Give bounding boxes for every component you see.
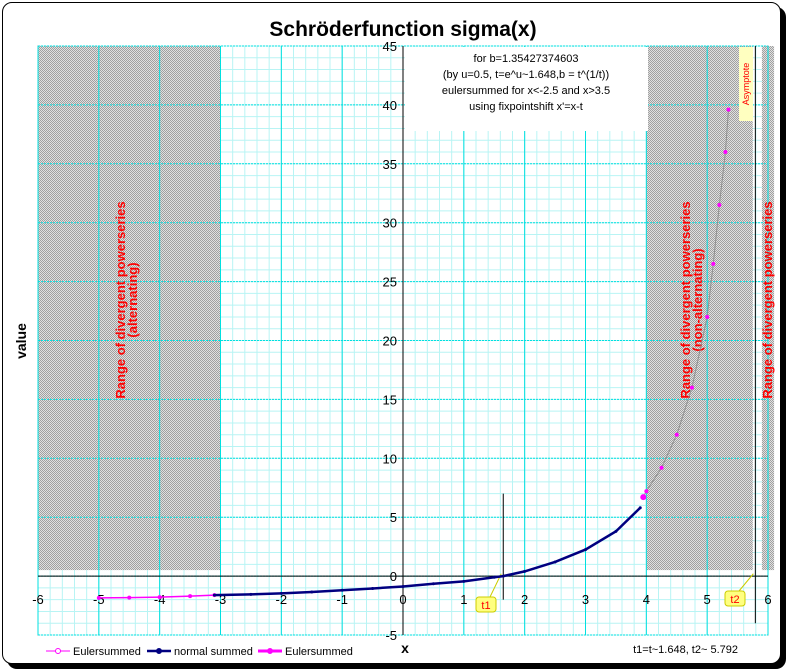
annotation-box — [405, 47, 648, 131]
data-point — [340, 588, 344, 592]
annotation-line: eulersummed for x<-2.5 and x>3.5 — [442, 85, 610, 97]
data-point — [212, 593, 216, 597]
y-tick-label: 15 — [383, 392, 397, 407]
asymptote-callout — [739, 47, 753, 121]
data-point — [157, 595, 162, 600]
x-tick-label: -3 — [215, 592, 227, 607]
data-point — [723, 150, 728, 155]
y-tick-label: -5 — [385, 628, 397, 643]
data-point — [717, 203, 722, 208]
t2-label: t2 — [730, 594, 739, 606]
divergent-range-shade — [38, 46, 221, 571]
x-axis-label: x — [401, 640, 409, 656]
x-tick-label: 2 — [521, 592, 528, 607]
data-point — [711, 261, 716, 266]
data-point — [614, 529, 618, 533]
x-tick-label: 6 — [764, 592, 771, 607]
legend-marker — [156, 648, 162, 654]
data-point — [674, 432, 679, 437]
data-point — [188, 594, 193, 599]
data-point — [705, 314, 710, 319]
y-tick-label: 40 — [383, 98, 397, 113]
legend-label: Eulersummed — [285, 646, 353, 658]
range-label: (non-alternating) — [690, 248, 705, 351]
data-point — [584, 548, 587, 552]
x-tick-label: 4 — [643, 592, 650, 607]
data-point — [401, 584, 405, 588]
y-tick-label: 25 — [383, 275, 397, 290]
data-point — [523, 569, 527, 573]
data-point — [638, 506, 642, 510]
chart-title: Schröderfunction sigma(x) — [269, 18, 536, 41]
legend-label: Eulersummed — [73, 646, 141, 658]
t2-callout — [724, 590, 746, 607]
x-tick-label: -6 — [32, 592, 44, 607]
y-tick-label: 0 — [390, 569, 397, 584]
x-tick-label: 1 — [460, 592, 467, 607]
data-point — [431, 582, 435, 586]
callout-pointer — [738, 573, 754, 592]
series-line — [214, 506, 642, 597]
data-point — [726, 107, 731, 112]
data-point — [96, 595, 101, 600]
data-point — [501, 574, 505, 578]
data-point — [279, 591, 283, 595]
data-point — [553, 560, 557, 564]
data-point — [462, 579, 466, 583]
data-point — [127, 595, 132, 600]
data-point — [689, 385, 694, 390]
y-tick-label: 10 — [383, 451, 397, 466]
data-point — [644, 489, 649, 494]
data-point — [310, 590, 314, 594]
footnote: t1=t~1.648, t2~ 5.792 — [633, 644, 738, 656]
range-label: Range of divergent powerseries — [678, 201, 693, 398]
series-line — [642, 109, 729, 498]
data-point — [640, 494, 647, 501]
legend-label: normal summed — [174, 646, 253, 658]
data-point — [371, 586, 375, 590]
divergent-range-shade — [646, 46, 753, 571]
range-label: (alternating) — [125, 262, 140, 337]
x-tick-label: -2 — [276, 592, 288, 607]
annotation-line: (by u=0.5, t=e^u~1.648,b = t^(1/t)) — [443, 69, 609, 81]
x-tick-label: 3 — [582, 592, 589, 607]
data-point — [492, 575, 496, 579]
y-tick-label: 35 — [383, 157, 397, 172]
x-tick-label: 5 — [704, 592, 711, 607]
data-point — [659, 465, 664, 470]
t1-label: t1 — [481, 600, 490, 612]
y-axis-label: value — [13, 323, 29, 359]
data-point — [249, 592, 253, 596]
annotation-line: using fixpointshift x'=x-t — [469, 101, 583, 113]
y-tick-label: 45 — [383, 39, 397, 54]
annotation-line: for b=1.35427374603 — [474, 53, 579, 65]
range-label: Range of divergent powerseries — [113, 201, 128, 398]
x-tick-label: -4 — [154, 592, 166, 607]
x-tick-label: -1 — [336, 592, 348, 607]
y-tick-label: 30 — [383, 216, 397, 231]
legend-marker — [55, 648, 61, 654]
t1-callout — [475, 596, 497, 613]
y-tick-label: 20 — [383, 334, 397, 349]
range-label: Range of divergent powerseries — [760, 201, 775, 398]
y-tick-label: 5 — [390, 510, 397, 525]
x-tick-label: 0 — [399, 592, 406, 607]
asymptote-label: Asymptote — [741, 63, 751, 106]
legend-marker — [267, 648, 273, 654]
